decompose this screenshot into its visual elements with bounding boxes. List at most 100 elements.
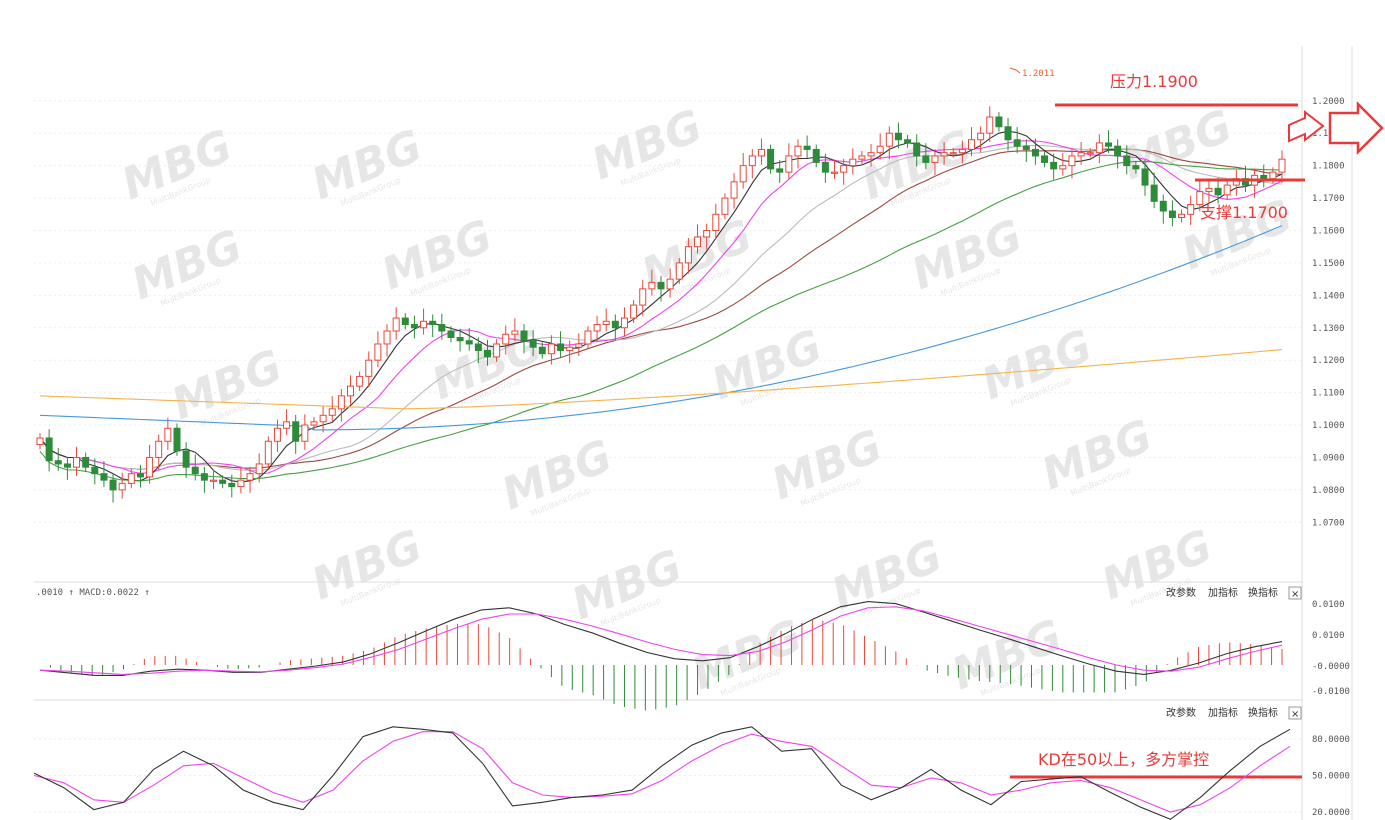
candle-body [1168, 210, 1176, 219]
candle-up [575, 333, 583, 356]
candle-down [803, 135, 811, 159]
candle-down [456, 328, 464, 352]
candle-body [191, 466, 199, 475]
candle-body [1013, 139, 1021, 147]
macd-close-icon[interactable] [1288, 586, 1302, 600]
macd-dea-line [39, 606, 1283, 675]
candle-up [648, 269, 656, 296]
candle-body [237, 479, 245, 488]
candle-body [620, 317, 628, 329]
candle-body [328, 408, 336, 416]
price-panel: 1.2000 1.1900 1.1800 1.1700 1.1600 1.1500 1.14… [36, 97, 1345, 528]
candle-body [465, 340, 473, 345]
candle-body [721, 197, 729, 215]
candle-body [593, 324, 601, 332]
macd-edit-params-button[interactable]: 改参数 [1166, 586, 1196, 599]
candle-body [1031, 148, 1039, 157]
candle-body [447, 330, 455, 338]
candle-up [639, 280, 647, 316]
kd-switch-indicator-button[interactable]: 换指标 [1248, 706, 1278, 719]
price-tick-label: 1.1600 [1312, 226, 1345, 236]
candle-body [913, 142, 921, 157]
candle-down [191, 454, 199, 481]
candle-down [200, 466, 208, 493]
candle-body [831, 171, 839, 174]
candle-down [173, 423, 181, 456]
candle-body [639, 288, 647, 306]
candle-body [1141, 168, 1149, 186]
candle-body [246, 473, 254, 481]
candle-up [885, 126, 893, 159]
candle-up [237, 467, 245, 494]
kd-panel: 改参数 加指标 换指标 × 80.0000 50.0000 20.0000 [33, 706, 1350, 820]
candle-up [1178, 209, 1186, 223]
macd-lines [39, 601, 1283, 676]
candle-down [1168, 200, 1176, 227]
candle-body [164, 427, 172, 442]
candle-body [1269, 171, 1277, 180]
candle-up [794, 139, 802, 169]
candle-up [977, 126, 985, 153]
candle-body [1022, 145, 1030, 150]
ma120-line [39, 225, 1283, 431]
candle-body [803, 145, 811, 150]
candle-body [977, 132, 985, 141]
candle-up [1205, 181, 1213, 205]
candle-body [255, 463, 263, 475]
candle-up [1086, 147, 1094, 158]
candle-down [1050, 153, 1058, 180]
candle-body [392, 317, 400, 332]
candle-body [694, 236, 702, 248]
candle-up [392, 307, 400, 340]
candle-down [1141, 160, 1149, 196]
candle-body [1004, 126, 1012, 141]
candle-body [611, 320, 619, 329]
kd-edit-params-button[interactable]: 改参数 [1166, 706, 1196, 719]
small-arrow-icon [1288, 109, 1325, 143]
candle-down [109, 473, 117, 503]
candle-body [365, 359, 373, 377]
svg-text:×: × [1291, 589, 1299, 600]
candle-body [675, 262, 683, 280]
candle-up [356, 371, 364, 391]
candle-down [410, 315, 418, 339]
candle-up [511, 318, 519, 342]
candle-body [730, 181, 738, 199]
candle-down [483, 339, 491, 366]
candle-down [438, 313, 446, 340]
candle-body [1132, 165, 1140, 170]
macd-switch-indicator-button[interactable]: 换指标 [1248, 586, 1278, 599]
candle-body [456, 336, 464, 342]
candle-down [557, 331, 565, 358]
candlesticks [36, 106, 1286, 503]
price-tick-label: 1.1100 [1312, 389, 1345, 399]
candle-body [547, 343, 555, 355]
candle-up [849, 148, 857, 175]
candle-down [182, 442, 190, 478]
candle-down [894, 122, 902, 149]
candle-body [228, 482, 236, 488]
price-tick-label: 1.1200 [1312, 356, 1345, 366]
candle-down [776, 160, 784, 183]
candle-body [894, 132, 902, 141]
price-tick-label: 1.1000 [1312, 421, 1345, 431]
kd-d-line [33, 731, 1291, 813]
candle-body [173, 427, 181, 452]
candle-body [812, 148, 820, 163]
candle-body [401, 317, 409, 326]
candle-body [767, 148, 775, 170]
candle-up [273, 419, 281, 452]
candle-body [410, 324, 418, 329]
candle-body [995, 116, 1003, 128]
candle-up [1059, 153, 1067, 176]
macd-add-indicator-button[interactable]: 加指标 [1208, 586, 1238, 599]
candle-up [757, 138, 765, 165]
candle-down [82, 452, 90, 473]
kd-close-icon[interactable] [1288, 706, 1302, 720]
kd-add-indicator-button[interactable]: 加指标 [1208, 706, 1238, 719]
peak-label: 1.2011 [1022, 69, 1055, 79]
candle-body [200, 473, 208, 481]
candle-up [730, 173, 738, 209]
candle-up [840, 158, 848, 185]
